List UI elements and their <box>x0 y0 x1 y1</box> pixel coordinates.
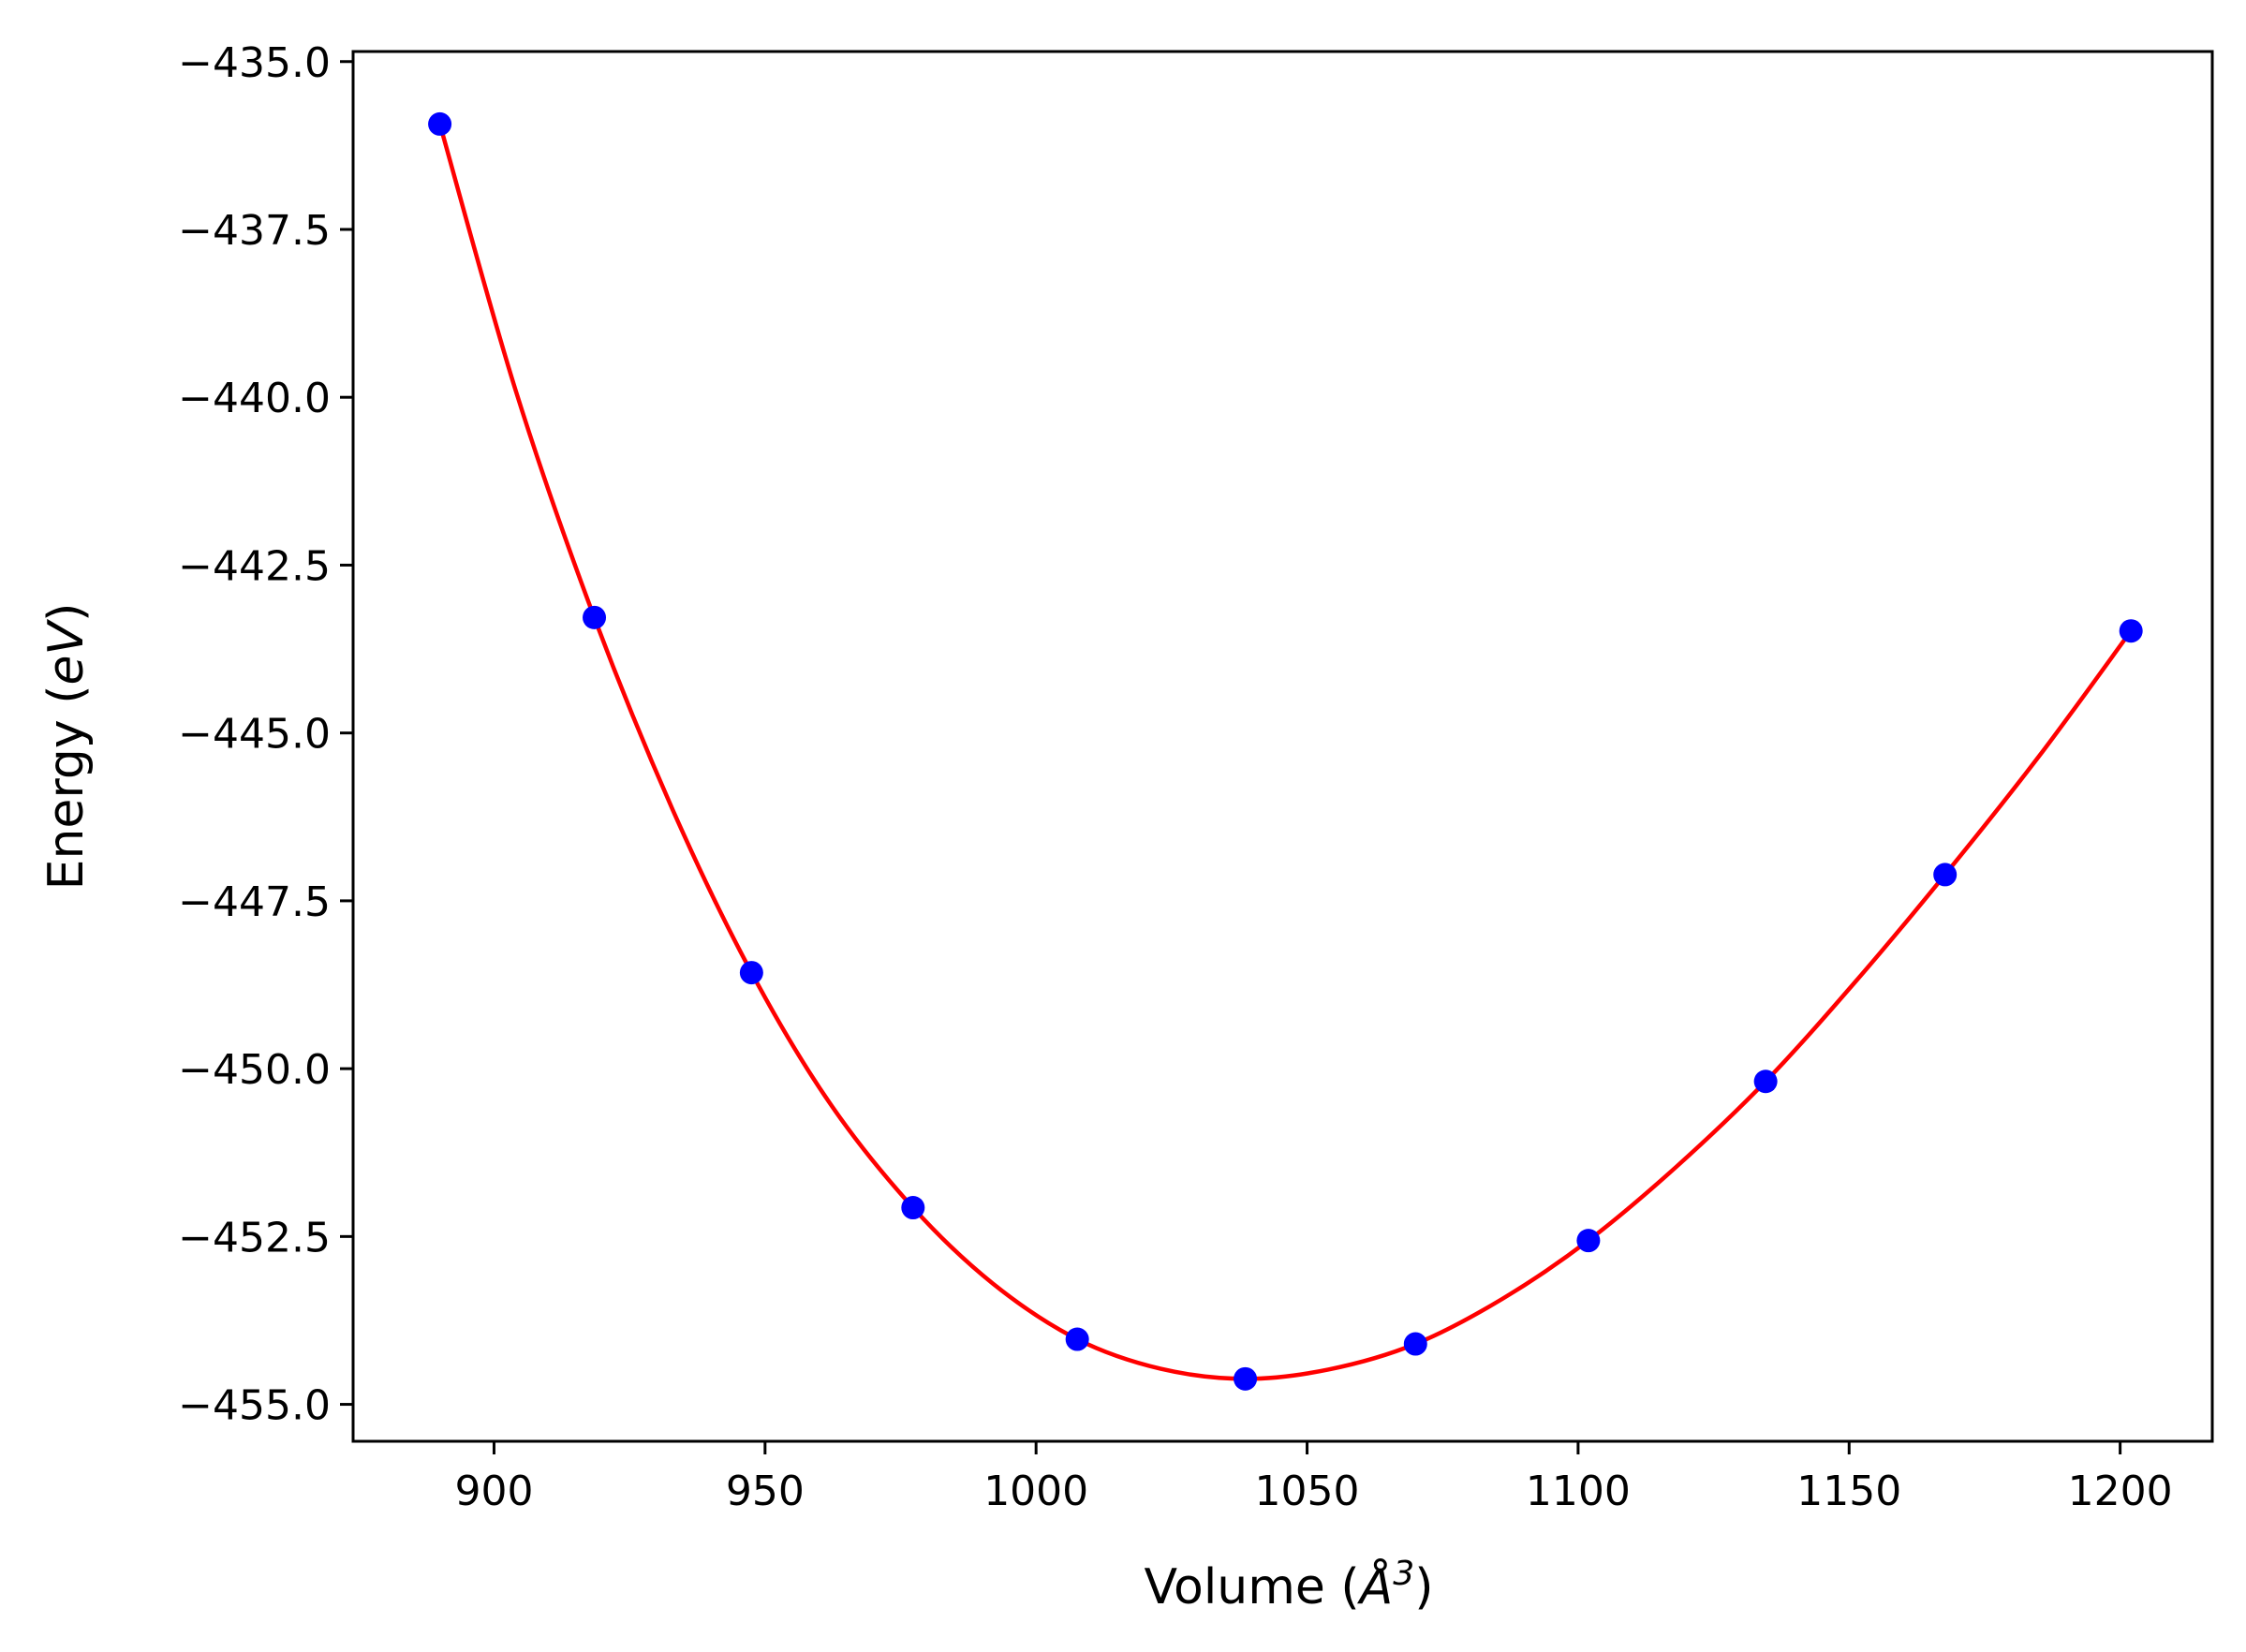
y-tick-label: −445.0 <box>178 711 331 759</box>
data-point <box>1403 1332 1427 1356</box>
y-tick-label: −455.0 <box>178 1382 331 1430</box>
data-point <box>1933 863 1958 887</box>
x-tick-label: 900 <box>454 1468 533 1515</box>
y-tick-label: −450.0 <box>178 1046 331 1094</box>
x-tick-label: 1000 <box>983 1468 1088 1515</box>
y-tick-label: −442.5 <box>178 542 331 590</box>
data-point <box>1234 1366 1258 1391</box>
x-tick-label: 1050 <box>1255 1468 1360 1515</box>
y-tick-label: −440.0 <box>178 375 331 422</box>
x-axis: 900 950 1000 1050 1100 1150 1200 <box>454 1441 2173 1515</box>
data-point <box>1753 1069 1778 1094</box>
x-tick-label: 1100 <box>1526 1468 1631 1515</box>
fit-curve-line <box>437 123 2134 1381</box>
y-axis-label: Energy (eV) <box>38 603 95 891</box>
x-tick-label: 950 <box>726 1468 805 1515</box>
data-point <box>2119 619 2143 643</box>
x-tick-label: 1150 <box>1796 1468 1901 1515</box>
x-tick-label: 1200 <box>2068 1468 2173 1515</box>
data-point <box>1576 1229 1601 1253</box>
y-tick-label: −435.0 <box>178 39 331 87</box>
y-axis: −435.0 −437.5 −440.0 −442.5 −445.0 −447.5 −450… <box>178 39 353 1430</box>
plot-frame <box>351 50 2214 1443</box>
y-tick-label: −437.5 <box>178 207 331 255</box>
data-point <box>739 961 763 985</box>
data-point <box>901 1196 925 1220</box>
plot-area <box>428 111 2143 1391</box>
y-tick-label: −452.5 <box>178 1214 331 1261</box>
y-tick-label: −447.5 <box>178 878 331 926</box>
data-point <box>428 111 452 136</box>
x-axis-label: Volume (Å3) <box>1145 1555 1434 1615</box>
data-point <box>583 605 607 629</box>
data-point <box>1065 1327 1089 1351</box>
